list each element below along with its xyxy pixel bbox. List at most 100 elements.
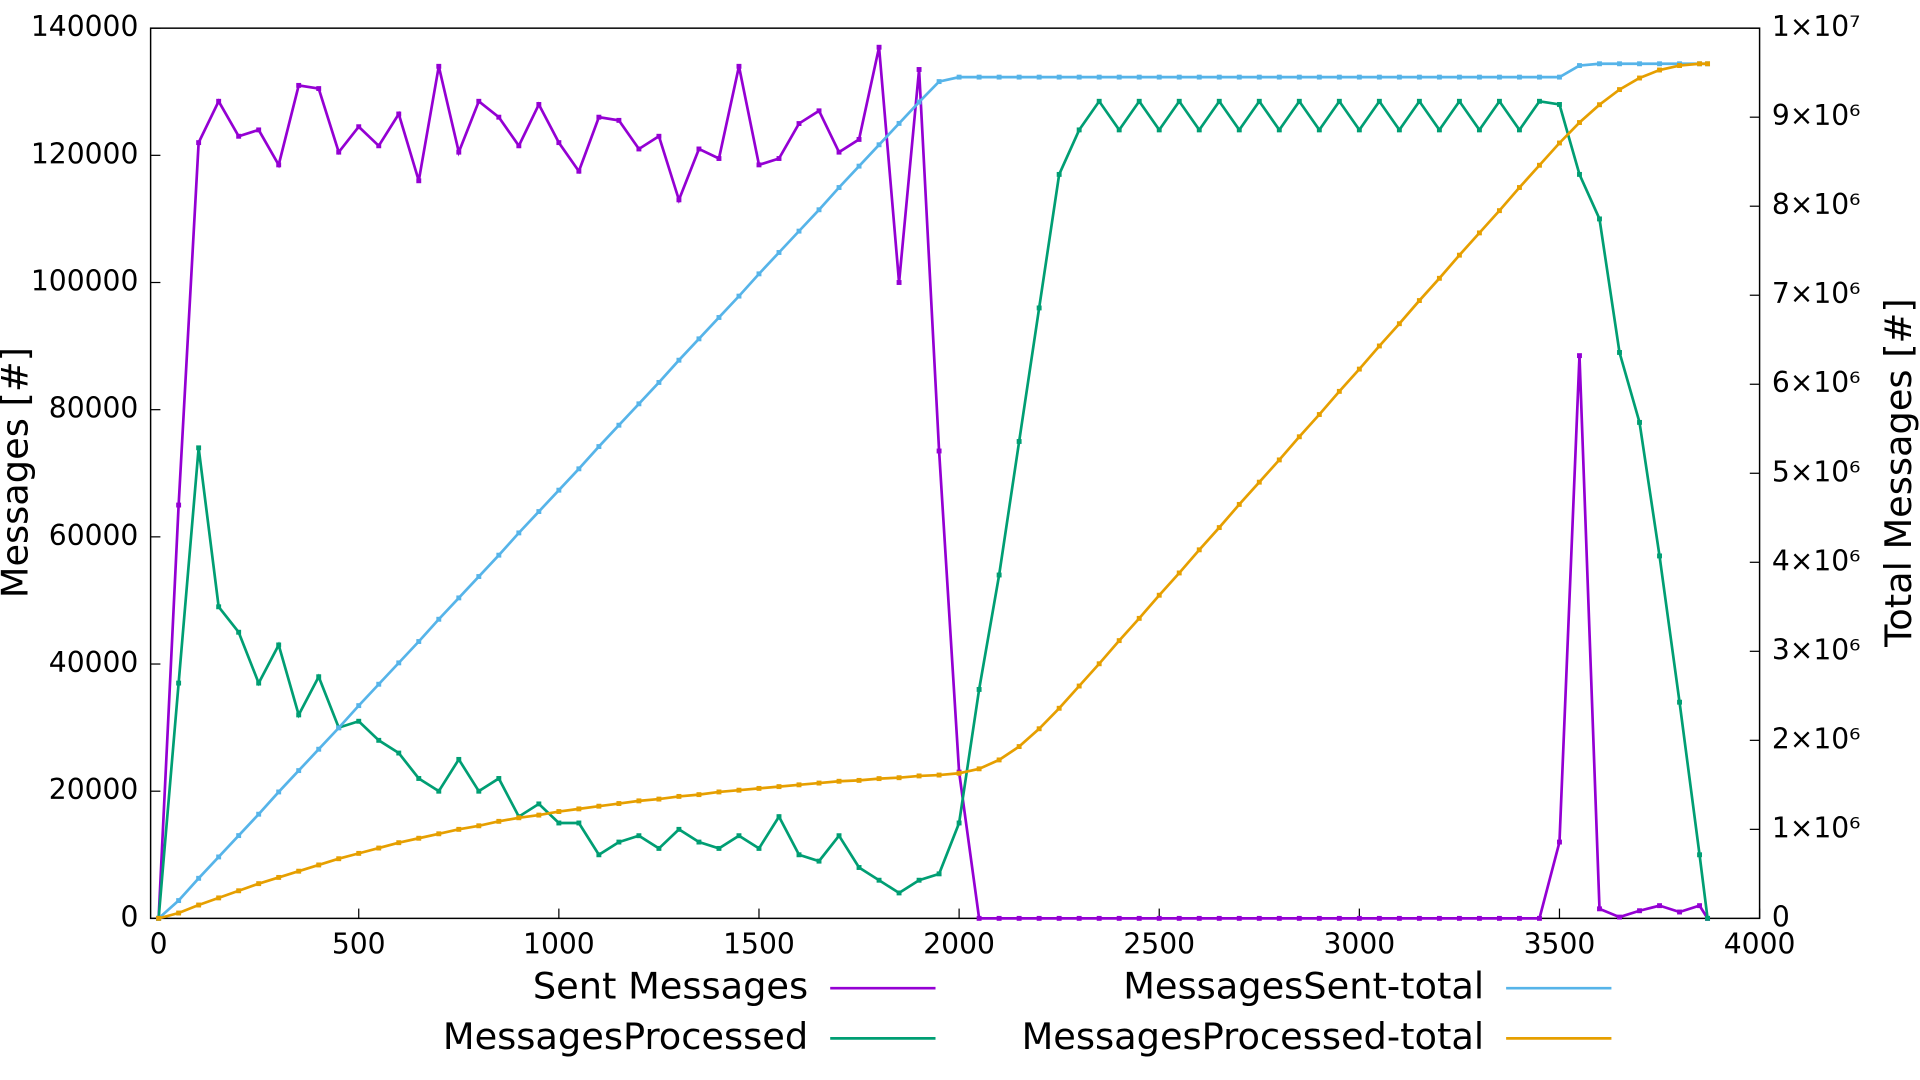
series-point	[1136, 74, 1142, 80]
y2-tick-label: 3×10⁶	[1772, 633, 1861, 666]
series-point	[1456, 915, 1462, 921]
series-point	[776, 156, 782, 161]
series-point	[196, 875, 202, 881]
series-point	[1196, 127, 1202, 133]
series-point	[1456, 252, 1462, 258]
y2-tick-label: 5×10⁶	[1772, 455, 1861, 488]
series-point	[1476, 915, 1482, 921]
series-point	[236, 133, 242, 139]
series-point	[816, 108, 822, 114]
series-line	[157, 46, 1709, 920]
series-point	[916, 773, 922, 779]
y-tick-label: 100000	[31, 265, 138, 298]
series-point	[516, 815, 522, 821]
series-point	[396, 660, 402, 666]
y2-tick-label: 8×10⁶	[1772, 188, 1861, 221]
series-point	[1637, 61, 1642, 67]
series-point	[1436, 127, 1442, 133]
series-point	[176, 680, 182, 686]
series-point	[716, 156, 722, 161]
series-point	[876, 44, 882, 50]
series-point	[1697, 852, 1703, 858]
series-point	[1496, 208, 1502, 214]
series-point	[196, 140, 202, 146]
series-point	[496, 818, 502, 824]
series-point	[376, 737, 382, 743]
legend-label: MessagesProcessed	[443, 1015, 808, 1058]
series-point	[1256, 98, 1262, 104]
series-point	[1617, 350, 1622, 355]
series-point	[1416, 74, 1422, 80]
series-point	[1557, 102, 1562, 107]
series-point	[296, 768, 302, 774]
series-point	[1156, 127, 1162, 133]
series-point	[396, 840, 402, 846]
series-point	[976, 915, 982, 921]
series-point	[1416, 915, 1422, 921]
x-tick-label: 2000	[923, 927, 995, 960]
series-point	[1116, 915, 1122, 921]
series-point	[616, 117, 622, 123]
series-point	[736, 787, 742, 793]
series-point	[836, 185, 842, 190]
series-point	[1557, 140, 1562, 146]
series-point	[1076, 915, 1082, 921]
series-point	[436, 831, 442, 837]
series-point	[1316, 74, 1322, 80]
series-point	[1336, 915, 1342, 921]
series-point	[636, 146, 642, 152]
series-point	[1296, 98, 1302, 104]
y2-tick-label: 2×10⁶	[1772, 722, 1861, 755]
series-point	[636, 401, 642, 407]
series-point	[996, 572, 1002, 578]
series-point	[1276, 457, 1282, 463]
series-point	[796, 121, 802, 126]
series-point	[316, 674, 322, 680]
legend-label: MessagesProcessed-total	[1022, 1015, 1484, 1058]
series-point	[1116, 638, 1122, 644]
series-point	[896, 775, 902, 781]
series-point	[1396, 321, 1402, 327]
series-point	[376, 845, 382, 851]
series-point	[416, 639, 422, 644]
series-point	[156, 915, 162, 921]
series-point	[996, 757, 1002, 763]
series-point	[1516, 915, 1522, 921]
series-point	[236, 888, 242, 894]
y-tick-label: 20000	[49, 773, 139, 806]
series-point	[1076, 127, 1082, 133]
series-point	[436, 63, 442, 69]
series-point	[776, 814, 782, 820]
series-point	[1677, 699, 1682, 705]
series-point	[356, 718, 362, 724]
series-point	[1496, 74, 1502, 80]
series-point	[916, 99, 922, 105]
series-point	[216, 98, 222, 104]
series-point	[1196, 74, 1202, 80]
series-point	[596, 803, 602, 809]
series-point	[876, 877, 882, 883]
series-point	[1296, 434, 1302, 440]
series-point	[1216, 98, 1222, 104]
series-point	[1376, 74, 1382, 80]
series-point	[1016, 915, 1022, 921]
series-point	[1356, 127, 1362, 133]
series-point	[616, 422, 622, 428]
series-point	[1036, 915, 1042, 921]
series-point	[816, 780, 822, 786]
series-point	[1216, 525, 1222, 531]
series-point	[1496, 98, 1502, 104]
series-point	[756, 162, 762, 168]
series-point	[1396, 74, 1402, 80]
series-point	[256, 127, 262, 133]
series-point	[456, 595, 462, 601]
series-point	[1056, 705, 1062, 711]
series-point	[1196, 915, 1202, 921]
series-point	[176, 502, 182, 508]
series-point	[1316, 412, 1322, 417]
series-point	[456, 756, 462, 762]
y-axis-label: Messages [#]	[0, 347, 37, 598]
series-point	[1176, 570, 1182, 576]
series-point	[996, 915, 1002, 921]
series-point	[696, 792, 702, 798]
